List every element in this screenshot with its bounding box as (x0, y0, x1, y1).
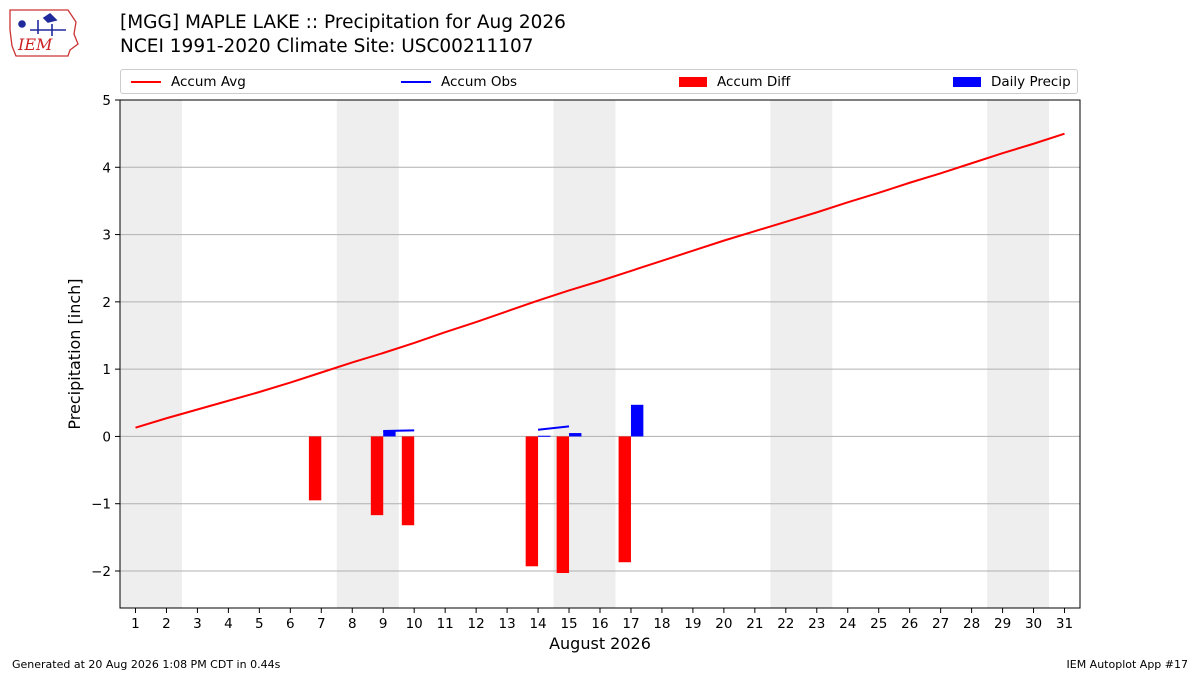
y-tick-label: −1 (91, 497, 111, 513)
daily-precip-bar (569, 433, 582, 437)
x-tick-label: 23 (808, 616, 825, 632)
x-tick-label: 27 (932, 616, 949, 632)
x-tick-label: 15 (560, 616, 577, 632)
x-tick-label: 16 (591, 616, 608, 632)
accum-diff-bar (556, 436, 570, 574)
legend-label: Accum Diff (717, 74, 791, 90)
y-tick-label: −2 (91, 564, 111, 580)
accum-diff-bar (308, 436, 322, 501)
legend-item-accum-avg: Accum Avg (131, 73, 246, 91)
y-tick-label: 5 (102, 93, 111, 109)
accum-obs-line (537, 425, 570, 431)
chart-subtitle: NCEI 1991-2020 Climate Site: USC00211107 (120, 36, 534, 57)
x-tick-label: 11 (437, 616, 454, 632)
x-tick-label: 3 (193, 616, 202, 632)
logo-text: IEM (17, 35, 53, 54)
x-tick-label: 9 (379, 616, 388, 632)
x-tick-label: 8 (348, 616, 357, 632)
accum-avg-line (135, 132, 1065, 429)
y-tick-label: 0 (102, 429, 111, 445)
legend-swatch (953, 77, 981, 87)
x-tick-label: 17 (622, 616, 639, 632)
iem-logo: IEM (9, 9, 79, 57)
x-tick-label: 22 (777, 616, 794, 632)
x-tick-label: 1 (131, 616, 140, 632)
legend-item-daily-precip: Daily Precip (953, 73, 1071, 91)
legend-swatch (401, 81, 431, 83)
y-tick-label: 4 (102, 160, 111, 176)
accum-diff-bar (618, 436, 631, 563)
accum-diff-bar (401, 436, 415, 526)
legend-swatch (679, 77, 707, 87)
x-tick-label: 31 (1056, 616, 1073, 632)
accum-diff-bar (370, 436, 384, 516)
legend-label: Accum Obs (441, 74, 518, 90)
x-tick-label: 7 (317, 616, 326, 632)
weekend-band (770, 100, 833, 608)
x-axis-label: August 2026 (549, 634, 651, 653)
daily-precip-bar (630, 404, 644, 437)
x-tick-label: 6 (286, 616, 295, 632)
x-tick-label: 5 (255, 616, 264, 632)
legend-item-accum-obs: Accum Obs (401, 73, 517, 91)
chart-legend: Accum Avg Accum Obs Accum Diff Daily Pre… (120, 69, 1078, 94)
x-tick-label: 30 (1025, 616, 1042, 632)
legend-label: Daily Precip (991, 74, 1071, 90)
x-tick-label: 12 (468, 616, 485, 632)
x-tick-label: 19 (684, 616, 701, 632)
y-tick-label: 3 (102, 228, 111, 244)
app-footer: IEM Autoplot App #17 (1066, 658, 1189, 671)
x-tick-label: 29 (994, 616, 1011, 632)
weekend-band (336, 100, 399, 608)
x-tick-label: 2 (162, 616, 171, 632)
legend-swatch (131, 81, 161, 83)
accum-obs-line (383, 429, 415, 433)
x-tick-label: 10 (406, 616, 423, 632)
y-tick-label: 2 (102, 295, 111, 311)
x-tick-label: 14 (529, 616, 546, 632)
weather-station-icon (18, 12, 66, 36)
weekend-band (120, 100, 182, 608)
x-tick-label: 24 (839, 616, 856, 632)
x-tick-label: 13 (499, 616, 516, 632)
y-tick-label: 1 (102, 362, 111, 378)
generated-footer: Generated at 20 Aug 2026 1:08 PM CDT in … (12, 658, 281, 671)
iowa-outline-icon (9, 9, 79, 57)
daily-precip-bar (383, 431, 396, 437)
legend-item-accum-diff: Accum Diff (679, 73, 790, 91)
legend-label: Accum Avg (171, 74, 246, 90)
weekend-band (987, 100, 1050, 608)
x-tick-label: 25 (870, 616, 887, 632)
x-tick-label: 20 (715, 616, 732, 632)
x-tick-label: 4 (224, 616, 233, 632)
x-tick-label: 28 (963, 616, 980, 632)
y-axis-label: Precipitation [inch] (65, 278, 84, 429)
daily-precip-bar (538, 435, 551, 437)
chart-title: [MGG] MAPLE LAKE :: Precipitation for Au… (120, 12, 566, 33)
x-tick-label: 18 (653, 616, 670, 632)
x-tick-label: 21 (746, 616, 763, 632)
x-tick-label: 26 (901, 616, 918, 632)
accum-diff-bar (525, 436, 539, 567)
